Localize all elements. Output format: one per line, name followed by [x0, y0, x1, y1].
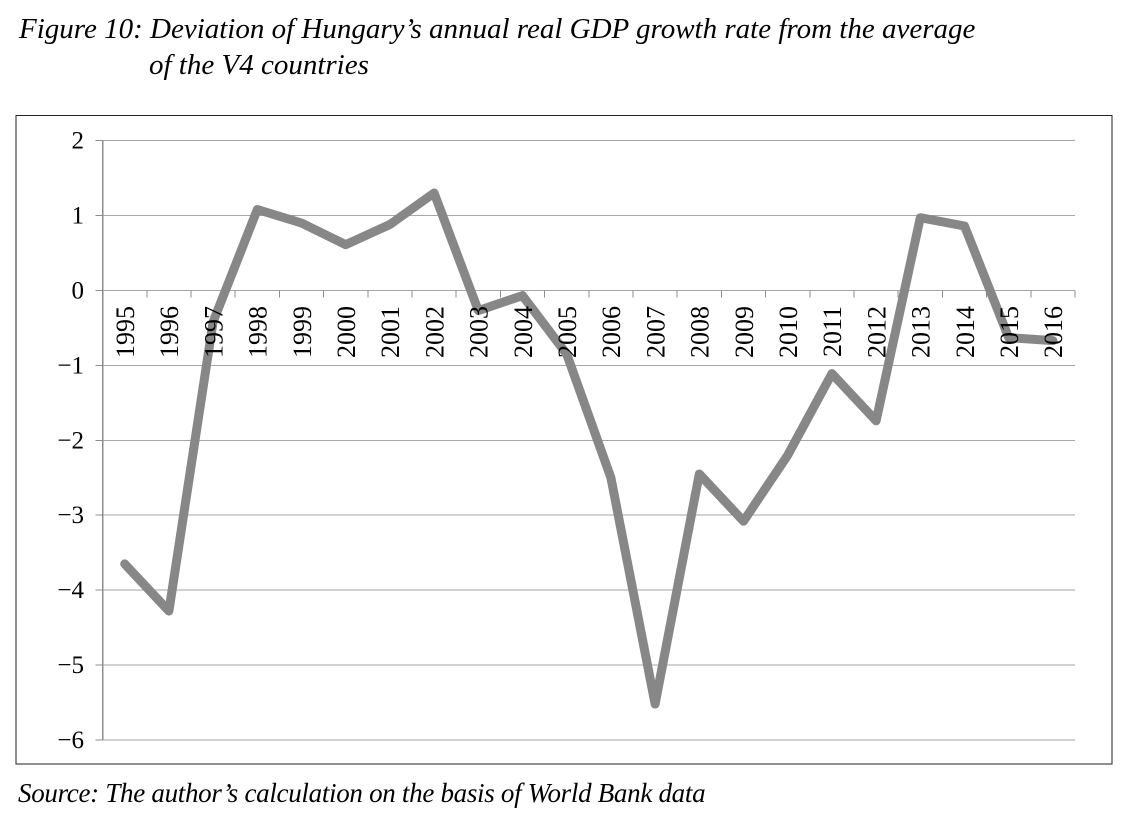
- svg-text:2001: 2001: [376, 306, 405, 358]
- svg-text:2004: 2004: [509, 306, 538, 358]
- svg-text:1997: 1997: [199, 306, 228, 358]
- svg-text:1996: 1996: [155, 306, 184, 358]
- svg-text:2002: 2002: [420, 306, 449, 358]
- svg-text:2011: 2011: [818, 306, 847, 357]
- svg-text:2009: 2009: [730, 306, 759, 358]
- svg-text:1995: 1995: [111, 306, 140, 358]
- svg-text:2006: 2006: [597, 306, 626, 358]
- svg-text:2014: 2014: [951, 306, 980, 358]
- svg-text:2010: 2010: [774, 306, 803, 358]
- svg-text:1999: 1999: [288, 306, 317, 358]
- svg-text:−1: −1: [57, 352, 84, 379]
- svg-text:−2: −2: [57, 427, 84, 454]
- svg-text:2000: 2000: [332, 306, 361, 358]
- svg-text:1998: 1998: [244, 306, 273, 358]
- svg-text:−5: −5: [57, 652, 84, 679]
- svg-text:−3: −3: [57, 502, 84, 529]
- svg-text:2: 2: [72, 128, 85, 155]
- svg-text:2005: 2005: [553, 306, 582, 358]
- svg-text:2007: 2007: [641, 306, 670, 358]
- svg-text:2015: 2015: [995, 306, 1024, 358]
- svg-text:2016: 2016: [1039, 306, 1068, 358]
- svg-text:0: 0: [72, 277, 85, 304]
- svg-text:2012: 2012: [862, 306, 891, 358]
- svg-text:2008: 2008: [686, 306, 715, 358]
- svg-text:2003: 2003: [465, 306, 494, 358]
- svg-text:2013: 2013: [907, 306, 936, 358]
- svg-text:−4: −4: [57, 577, 84, 604]
- svg-text:1: 1: [72, 203, 85, 230]
- svg-text:−6: −6: [57, 727, 84, 754]
